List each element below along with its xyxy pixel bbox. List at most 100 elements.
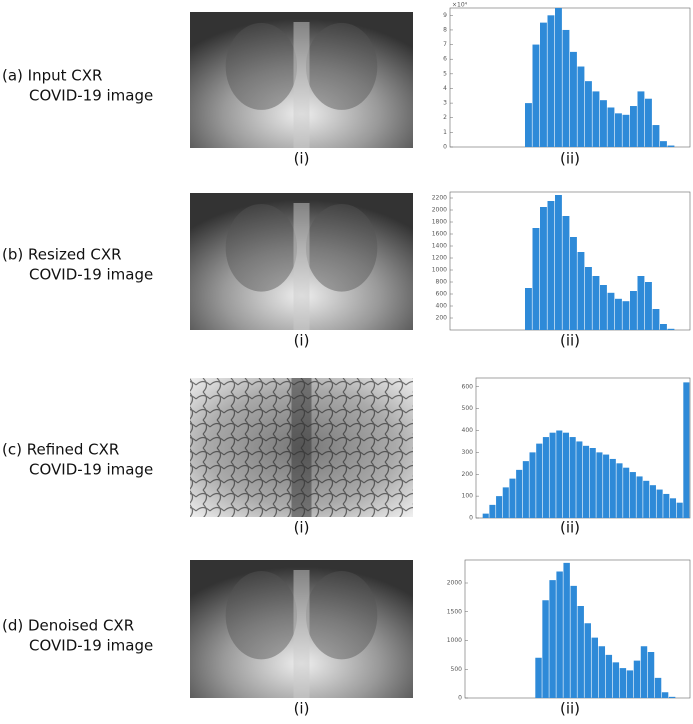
y-tick-label: 800 bbox=[436, 279, 448, 286]
chart-caption: (ii) bbox=[560, 700, 580, 718]
bar bbox=[496, 496, 503, 518]
bar bbox=[603, 454, 610, 518]
spine bbox=[293, 570, 310, 698]
chart-caption: (ii) bbox=[560, 519, 580, 537]
y-tick-label: 2000 bbox=[432, 207, 447, 214]
cxr-image bbox=[190, 378, 413, 517]
bar bbox=[502, 487, 509, 518]
lung bbox=[225, 571, 298, 660]
image-caption: (i) bbox=[294, 519, 310, 537]
bar bbox=[482, 513, 489, 518]
bar bbox=[577, 66, 585, 147]
bar bbox=[585, 81, 592, 147]
bar bbox=[607, 292, 615, 330]
bar bbox=[600, 285, 607, 330]
bar bbox=[569, 437, 576, 518]
cxr-image bbox=[190, 560, 413, 698]
bar bbox=[555, 195, 562, 330]
bar bbox=[612, 662, 620, 698]
bar bbox=[661, 692, 669, 698]
row-label: (a) Input CXR bbox=[2, 67, 102, 85]
bar bbox=[667, 145, 675, 147]
bar bbox=[643, 480, 650, 518]
bar bbox=[654, 677, 662, 698]
image-caption: (i) bbox=[294, 150, 310, 168]
y-tick-label: 1000 bbox=[447, 637, 462, 644]
y-scale-label: ×10⁴ bbox=[452, 2, 468, 9]
bar bbox=[532, 44, 540, 147]
bar bbox=[536, 443, 543, 518]
image-caption: (i) bbox=[294, 332, 310, 350]
bar bbox=[623, 467, 630, 518]
y-tick-label: 2000 bbox=[447, 580, 462, 587]
y-tick-label: 100 bbox=[462, 493, 474, 500]
bar bbox=[570, 585, 577, 698]
bar bbox=[549, 432, 556, 518]
y-tick-label: 3 bbox=[443, 100, 447, 107]
bar bbox=[592, 91, 600, 147]
bar bbox=[660, 141, 667, 147]
y-tick-label: 1 bbox=[443, 129, 447, 136]
bar bbox=[540, 22, 547, 148]
bar bbox=[525, 288, 532, 330]
bar bbox=[598, 646, 606, 698]
cxr-image bbox=[190, 12, 413, 148]
bar bbox=[585, 267, 592, 330]
spine bbox=[291, 378, 312, 517]
bar bbox=[660, 324, 667, 330]
bar bbox=[556, 430, 563, 518]
bar bbox=[556, 571, 563, 698]
bar bbox=[562, 432, 570, 518]
y-tick-label: 1200 bbox=[432, 255, 447, 262]
bar bbox=[583, 445, 590, 518]
row-label: (b) Resized CXR bbox=[2, 246, 122, 264]
bar bbox=[615, 113, 622, 147]
y-tick-label: 1600 bbox=[432, 231, 447, 238]
bar bbox=[547, 201, 555, 330]
y-tick-label: 2 bbox=[443, 114, 447, 121]
bar bbox=[584, 623, 591, 698]
y-tick-label: 600 bbox=[462, 383, 474, 390]
bar bbox=[605, 654, 613, 698]
row-label: COVID-19 image bbox=[29, 461, 153, 479]
y-tick-label: 1000 bbox=[432, 267, 447, 274]
bar bbox=[637, 91, 645, 147]
y-tick-label: 1400 bbox=[432, 243, 447, 250]
bar bbox=[509, 478, 516, 518]
bar bbox=[663, 493, 670, 518]
bar bbox=[532, 228, 540, 330]
bar bbox=[647, 652, 655, 698]
y-tick-label: 4 bbox=[443, 85, 447, 92]
bar bbox=[596, 452, 603, 518]
y-tick-label: 500 bbox=[462, 405, 474, 412]
bar bbox=[562, 29, 570, 147]
bar bbox=[616, 463, 623, 518]
bar bbox=[649, 485, 656, 518]
y-tick-label: 400 bbox=[462, 427, 474, 434]
y-tick-label: 5 bbox=[443, 70, 447, 77]
row-label: (d) Denoised CXR bbox=[2, 617, 134, 635]
spine bbox=[293, 203, 310, 330]
bar bbox=[609, 458, 616, 518]
y-tick-label: 500 bbox=[451, 666, 463, 673]
row-label: COVID-19 image bbox=[29, 266, 153, 284]
bar bbox=[570, 237, 577, 330]
bar bbox=[542, 600, 549, 698]
y-tick-label: 0 bbox=[443, 144, 447, 151]
lung bbox=[305, 203, 378, 292]
bar bbox=[615, 298, 622, 330]
lung bbox=[225, 203, 298, 292]
row-label: (c) Refined CXR bbox=[2, 441, 119, 459]
bar bbox=[489, 504, 496, 518]
bar bbox=[622, 114, 630, 147]
bar bbox=[576, 441, 583, 518]
bar bbox=[542, 437, 549, 518]
bar bbox=[676, 502, 683, 518]
bar bbox=[607, 107, 615, 147]
bar bbox=[630, 106, 637, 147]
y-tick-label: 200 bbox=[436, 315, 448, 322]
bar bbox=[669, 498, 677, 518]
bar bbox=[555, 8, 562, 147]
cxr-image bbox=[190, 193, 413, 330]
